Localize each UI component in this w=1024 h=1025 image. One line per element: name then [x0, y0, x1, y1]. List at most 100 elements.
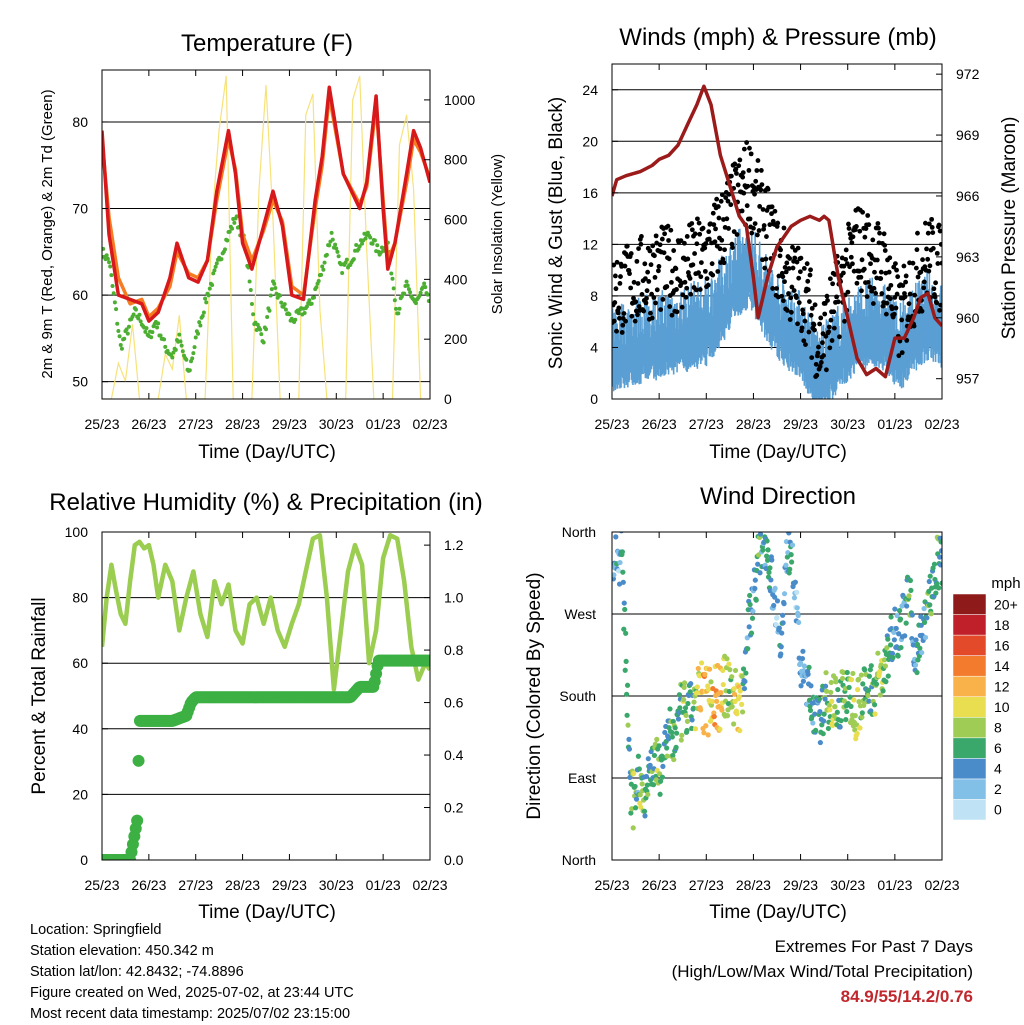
dewpoint-point	[227, 229, 232, 234]
gust-point	[631, 279, 637, 285]
dewpoint-point	[357, 244, 362, 249]
direction-point	[724, 656, 730, 662]
gust-point	[622, 263, 628, 269]
gust-point	[845, 289, 851, 295]
winds-ytick-right-label: 957	[956, 371, 980, 387]
direction-point	[852, 713, 858, 719]
gust-point	[719, 237, 725, 243]
direction-point	[781, 591, 788, 597]
direction-point	[669, 729, 675, 736]
direction-point	[702, 671, 708, 677]
rh-series	[102, 533, 430, 692]
winds-title: Winds (mph) & Pressure (mb)	[619, 24, 936, 51]
direction-point	[934, 581, 940, 587]
dewpoint-point	[272, 281, 277, 286]
temp-2m-series	[102, 85, 430, 323]
gust-point	[700, 225, 706, 231]
gust-point	[841, 263, 847, 269]
gust-point	[900, 283, 906, 288]
dewpoint-point	[170, 355, 175, 360]
direction-point	[904, 603, 910, 609]
direction-point	[928, 611, 934, 617]
temperature-xtick-label: 28/23	[225, 416, 260, 432]
humidity-xtick-label: 30/23	[319, 877, 354, 893]
gust-point	[741, 190, 747, 196]
direction-point	[914, 669, 920, 676]
gust-point	[612, 318, 617, 324]
temperature-title: Temperature (F)	[181, 30, 353, 57]
direction-point	[880, 688, 886, 694]
direction-point	[694, 690, 700, 696]
gust-point	[752, 221, 758, 226]
direction-point	[835, 686, 841, 693]
gust-point	[930, 245, 936, 251]
dewpoint-point	[105, 256, 110, 261]
direction-point	[749, 615, 756, 621]
direction-point	[745, 646, 751, 652]
gust-point	[623, 318, 628, 324]
direction-point	[854, 730, 860, 737]
gust-point	[752, 191, 757, 197]
gust-point	[870, 237, 876, 243]
gust-point	[722, 247, 727, 253]
gust-point	[880, 303, 886, 309]
direction-point	[780, 620, 786, 626]
direction-grid	[612, 531, 942, 861]
dewpoint-point	[390, 276, 395, 281]
gust-point	[721, 260, 727, 266]
dewpoint-point	[107, 260, 112, 265]
dewpoint-point	[247, 279, 252, 284]
dewpoint-point	[206, 293, 211, 298]
winds-ytick-right-label: 969	[956, 127, 980, 143]
dewpoint-point	[259, 332, 264, 337]
direction-xtick-label: 25/23	[594, 877, 629, 893]
dewpoint-point	[314, 285, 319, 290]
gust-point	[652, 274, 658, 280]
direction-point	[732, 667, 739, 674]
direction-point	[936, 585, 942, 591]
gust-point	[786, 266, 792, 271]
gust-point	[635, 281, 641, 286]
direction-point	[625, 722, 631, 728]
gust-point	[703, 241, 709, 246]
direction-ytick-label: North	[562, 524, 596, 540]
humidity-xtick-label: 28/23	[225, 877, 260, 893]
winds-xtick-label: 30/23	[830, 416, 865, 432]
gust-point	[856, 268, 862, 274]
dewpoint-point	[219, 257, 224, 262]
direction-point	[856, 699, 862, 705]
direction-point	[884, 645, 890, 651]
direction-point	[791, 595, 798, 601]
gust-point	[925, 256, 931, 262]
dewpoint-point	[207, 286, 212, 291]
temperature-xtick-label: 30/23	[319, 416, 354, 432]
dewpoint-point	[136, 316, 141, 321]
direction-point	[786, 532, 792, 536]
direction-point	[689, 717, 695, 723]
gust-point	[668, 227, 674, 233]
dewpoint-point	[197, 320, 202, 325]
direction-point	[624, 691, 630, 697]
gust-point	[889, 306, 895, 312]
gust-point	[684, 285, 690, 291]
gust-point	[667, 304, 673, 309]
gust-point	[783, 269, 789, 275]
direction-point	[670, 752, 676, 759]
gust-point	[764, 234, 769, 239]
direction-point	[892, 606, 898, 612]
gust-point	[906, 301, 912, 307]
dewpoint-point	[163, 344, 168, 349]
gust-point	[662, 231, 668, 237]
direction-point	[927, 573, 933, 579]
gust-point	[825, 298, 830, 303]
gust-point	[818, 360, 824, 365]
gust-point	[787, 256, 793, 261]
gust-point	[938, 241, 942, 247]
dewpoint-point	[114, 307, 119, 312]
dewpoint-point	[336, 254, 341, 259]
direction-point	[739, 701, 745, 707]
direction-point	[808, 683, 814, 689]
gust-point	[702, 245, 708, 251]
gust-point	[887, 296, 893, 302]
gust-point	[801, 266, 807, 271]
